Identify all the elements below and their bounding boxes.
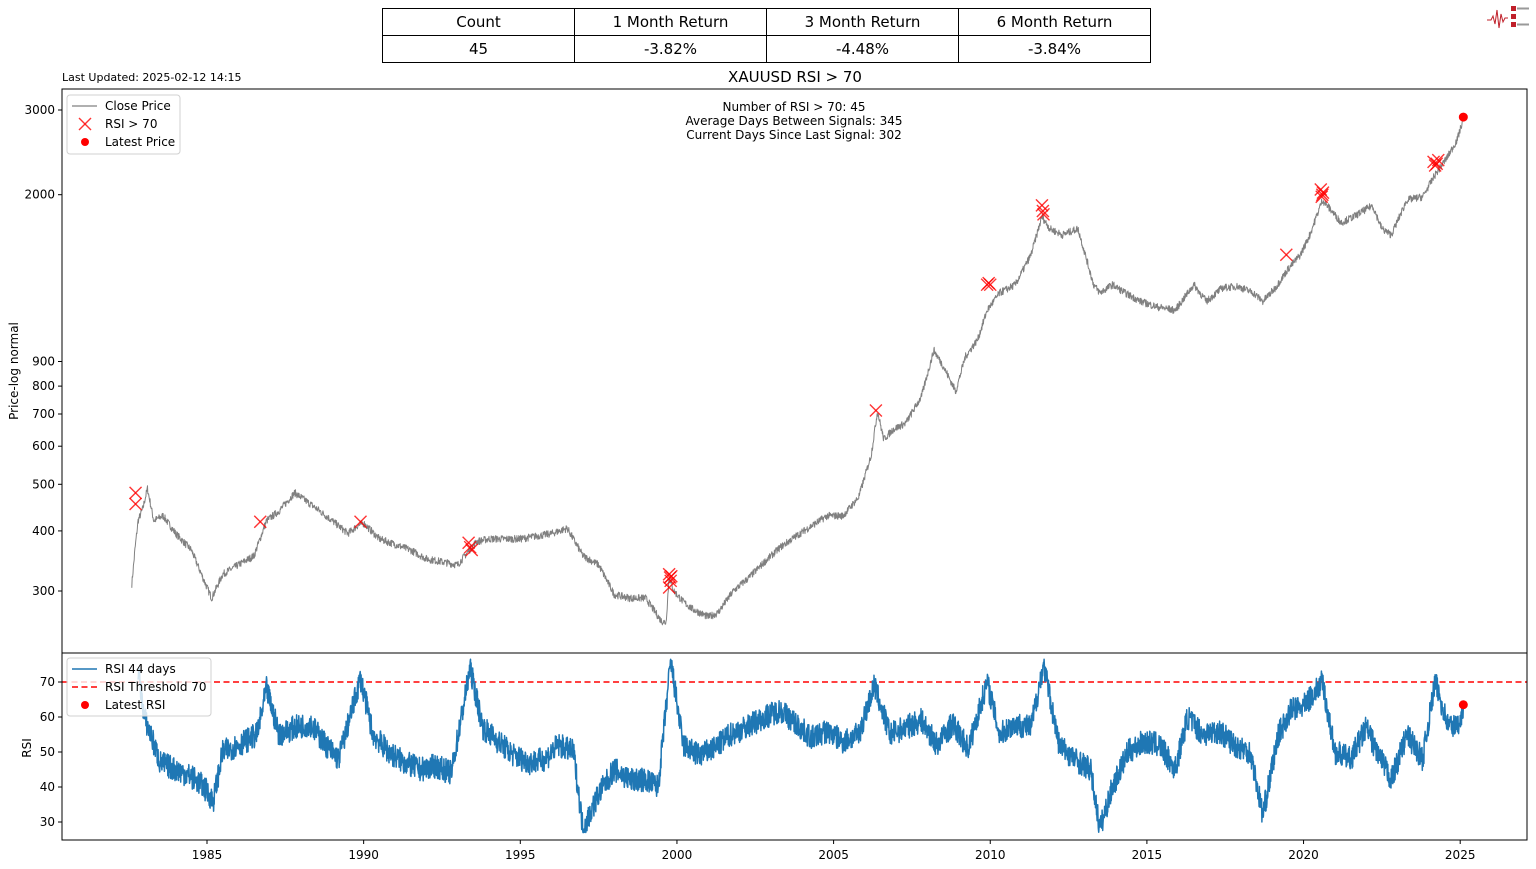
- rsi-signal-x-icon: [354, 515, 368, 529]
- legend-latest-rsi: Latest RSI: [105, 698, 165, 712]
- x-tick-label: 2015: [1132, 848, 1163, 862]
- rsi-signal-x-icon: [1431, 153, 1445, 167]
- rsi-signal-x-icon: [129, 486, 143, 500]
- x-tick-label: 1990: [348, 848, 379, 862]
- rsi-signal-x-icon: [465, 543, 479, 557]
- x-tick-label: 1985: [192, 848, 223, 862]
- stats-header-6m: 6 Month Return: [958, 8, 1151, 36]
- latest-rsi-dot: [1458, 700, 1468, 710]
- legend-latest-price: Latest Price: [105, 135, 175, 149]
- annot-avg-days: Average Days Between Signals: 345: [685, 114, 902, 128]
- x-tick-label: 2000: [662, 848, 693, 862]
- x-tick-label: 2025: [1445, 848, 1476, 862]
- legend-dot-icon: [81, 138, 89, 146]
- rsi-signal-x-icon: [1430, 157, 1444, 171]
- rsi-signal-x-icon: [664, 569, 678, 583]
- chart-title: XAUUSD RSI > 70: [728, 68, 862, 86]
- x-axis: 1985 1990 1995 2000 2005 2010 2015 2020 2025: [192, 840, 1476, 862]
- rsi-signal-x-icon: [983, 278, 997, 292]
- annot-days-since: Current Days Since Last Signal: 302: [686, 128, 901, 142]
- price-y-tick-label: 500: [32, 477, 55, 491]
- rsi-signal-x-icon: [462, 536, 476, 550]
- stats-value-6m: -3.84%: [958, 35, 1151, 63]
- legend-rsi-signal: RSI > 70: [105, 117, 157, 131]
- rsi-y-tick-label: 40: [40, 780, 55, 794]
- rsi-signal-x-icon: [253, 515, 267, 529]
- price-panel: 300 400 500 600 700 800 900 2000 3000 Price-log …: [7, 88, 1528, 654]
- stats-header-count: Count: [382, 8, 575, 36]
- price-y-axis-label: Price-log normal: [7, 322, 21, 420]
- rsi-y-axis-label: RSI: [20, 738, 34, 758]
- rsi-legend: RSI 44 days RSI Threshold 70 Latest RSI: [66, 657, 212, 717]
- x-tick-label: 2010: [975, 848, 1006, 862]
- rsi-signal-x-icon: [129, 497, 143, 511]
- price-y-tick-label: 300: [32, 584, 55, 598]
- price-y-tick-label: 2000: [24, 188, 55, 202]
- rsi-signal-x-icon: [1036, 204, 1050, 218]
- stats-header-row: Count 1 Month Return 3 Month Return 6 Mo…: [382, 8, 1151, 36]
- price-y-tick-label: 900: [32, 355, 55, 369]
- price-y-tick-label: 600: [32, 439, 55, 453]
- price-y-tick-label: 700: [32, 407, 55, 421]
- rsi-y-tick-label: 70: [40, 675, 55, 689]
- rsi-signal-x-icon: [869, 403, 883, 417]
- stats-header-1m: 1 Month Return: [574, 8, 767, 36]
- price-y-tick-label: 800: [32, 379, 55, 393]
- legend-x-marker-icon: [78, 117, 92, 131]
- stats-value-row: 45 -3.82% -4.48% -3.84%: [382, 35, 1151, 63]
- last-updated-text: Last Updated: 2025-02-12 14:15: [62, 71, 242, 84]
- rsi-y-tick-label: 30: [40, 815, 55, 829]
- rsi-signal-x-icon: [1315, 188, 1329, 202]
- x-tick-label: 1995: [505, 848, 536, 862]
- close-price-line: [131, 118, 1464, 626]
- rsi-signal-x-icon: [1037, 207, 1051, 221]
- rsi-panel-frame: [61, 652, 1528, 841]
- rsi-y-axis: 30 40 50 60 70: [40, 675, 62, 829]
- legend-rsi-threshold: RSI Threshold 70: [105, 680, 207, 694]
- price-y-tick-label: 3000: [24, 103, 55, 117]
- price-y-axis: 300 400 500 600 700 800 900 2000 3000: [24, 103, 62, 598]
- rsi-signal-x-icon: [1279, 248, 1293, 262]
- latest-price-dot: [1458, 112, 1468, 122]
- stats-table: Count 1 Month Return 3 Month Return 6 Mo…: [382, 8, 1151, 63]
- legend-rsi-44: RSI 44 days: [105, 662, 176, 676]
- signal-stats-annotation: Number of RSI > 70: 45 Average Days Betw…: [685, 100, 902, 142]
- signal-2-noise-logo-icon: [1487, 6, 1529, 29]
- rsi-signal-x-icon: [1315, 190, 1329, 204]
- price-y-tick-label: 400: [32, 524, 55, 538]
- rsi-panel: 30 40 50 60 70 RSI RSI 44 days RSI Threshold…: [20, 652, 1528, 841]
- rsi-signal-markers: [129, 153, 1445, 595]
- rsi-signal-x-icon: [1427, 155, 1441, 169]
- rsi-signal-x-icon: [662, 581, 676, 595]
- rsi-y-tick-label: 60: [40, 710, 55, 724]
- rsi-y-tick-label: 50: [40, 745, 55, 759]
- legend-latest-rsi-dot-icon: [81, 701, 89, 709]
- rsi-signal-x-icon: [1316, 186, 1330, 200]
- x-tick-label: 2005: [818, 848, 849, 862]
- rsi-signal-x-icon: [463, 540, 477, 554]
- rsi-line: [137, 658, 1465, 834]
- stats-value-1m: -3.82%: [574, 35, 767, 63]
- x-tick-label: 2020: [1288, 848, 1319, 862]
- annot-number-signals: Number of RSI > 70: 45: [723, 100, 866, 114]
- price-legend: Close Price RSI > 70 Latest Price: [66, 94, 181, 155]
- stats-value-3m: -4.48%: [766, 35, 959, 63]
- legend-close-price: Close Price: [105, 99, 171, 113]
